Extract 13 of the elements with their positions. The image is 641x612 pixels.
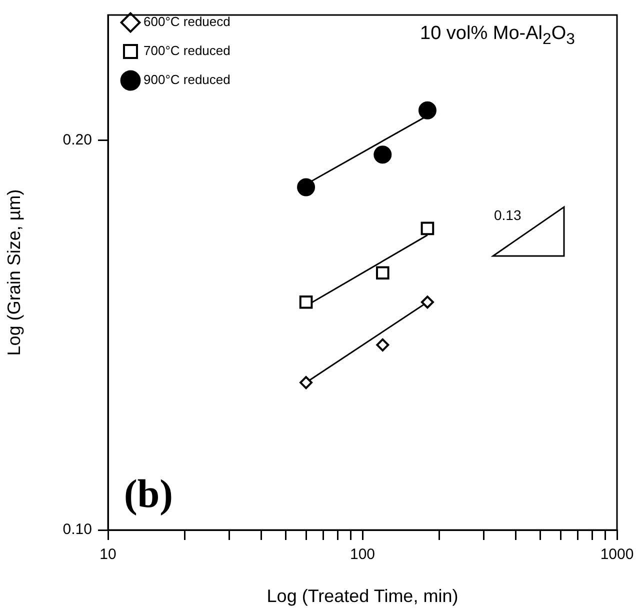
annotation: (b) bbox=[124, 470, 173, 517]
x-tick-label: 1000 bbox=[600, 546, 634, 564]
x-axis-title: Log (Treated Time, min) bbox=[266, 586, 458, 606]
legend-label: 600°C reduecd bbox=[144, 14, 230, 30]
y-axis-title: Log (Grain Size, µm) bbox=[4, 189, 24, 356]
x-tick-label: 100 bbox=[350, 546, 376, 564]
y-tick-label: 0.20 bbox=[62, 132, 92, 149]
annotation: 0.13 bbox=[494, 207, 522, 223]
y-tick-label: 0.10 bbox=[62, 521, 92, 538]
legend-label: 700°C reduced bbox=[144, 43, 230, 58]
legend-label: 900°C reduced bbox=[144, 72, 230, 88]
x-tick-label: 10 bbox=[100, 546, 116, 564]
annotation: 10 vol% Mo-Al$_{2}$O$_{3}$ bbox=[420, 23, 575, 49]
